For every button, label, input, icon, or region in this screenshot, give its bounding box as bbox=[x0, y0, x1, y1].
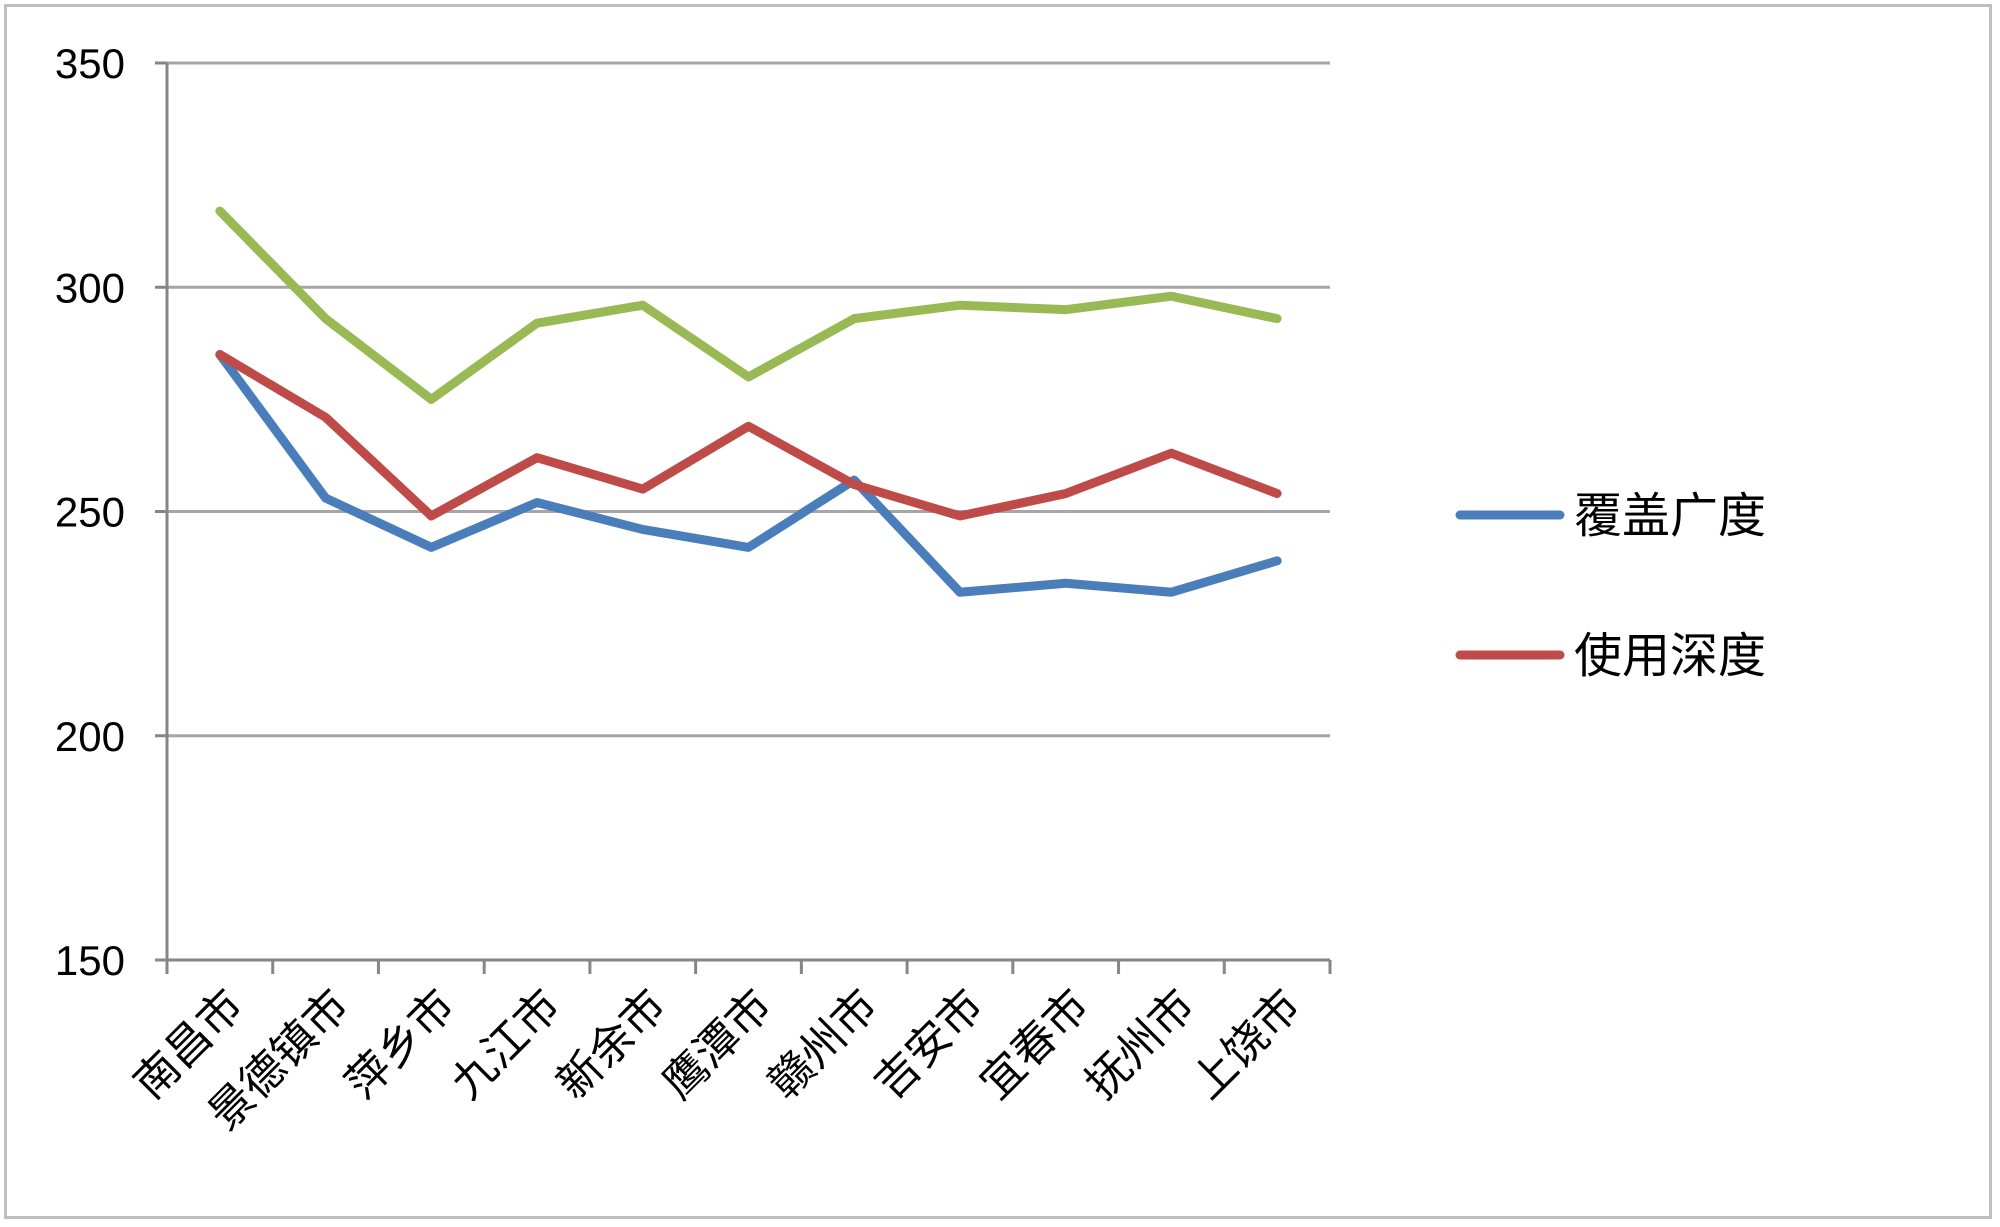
series-line-0 bbox=[215, 350, 1282, 597]
y-tick-label: 200 bbox=[55, 713, 125, 760]
x-tick-label: 萍乡市 bbox=[336, 980, 465, 1109]
y-tick-label: 350 bbox=[55, 40, 125, 87]
x-tick-label: 吉安市 bbox=[864, 980, 993, 1109]
x-tick-label: 鹰潭市 bbox=[653, 980, 782, 1109]
series-lines bbox=[215, 206, 1282, 597]
x-tick-label: 抚州市 bbox=[1076, 980, 1205, 1109]
x-tick-label: 九江市 bbox=[441, 980, 570, 1109]
x-tick-label: 赣州市 bbox=[759, 980, 888, 1109]
x-tick-label: 上饶市 bbox=[1182, 980, 1311, 1109]
y-tick-label: 250 bbox=[55, 489, 125, 536]
x-tick-label: 宜春市 bbox=[970, 980, 1099, 1109]
y-tick-labels: 150 200 250 300 350 bbox=[55, 40, 125, 984]
grid-lines bbox=[167, 61, 1330, 738]
legend-label: 使用深度 bbox=[1574, 628, 1766, 684]
series-line-2 bbox=[215, 206, 1282, 404]
y-tick-label: 300 bbox=[55, 264, 125, 311]
axes bbox=[155, 61, 1332, 974]
series-line-1 bbox=[215, 350, 1282, 521]
y-tick-label: 150 bbox=[55, 937, 125, 984]
x-tick-label: 新余市 bbox=[547, 980, 676, 1109]
legend-label: 覆盖广度 bbox=[1574, 488, 1766, 544]
chart-frame bbox=[4, 4, 1992, 1219]
